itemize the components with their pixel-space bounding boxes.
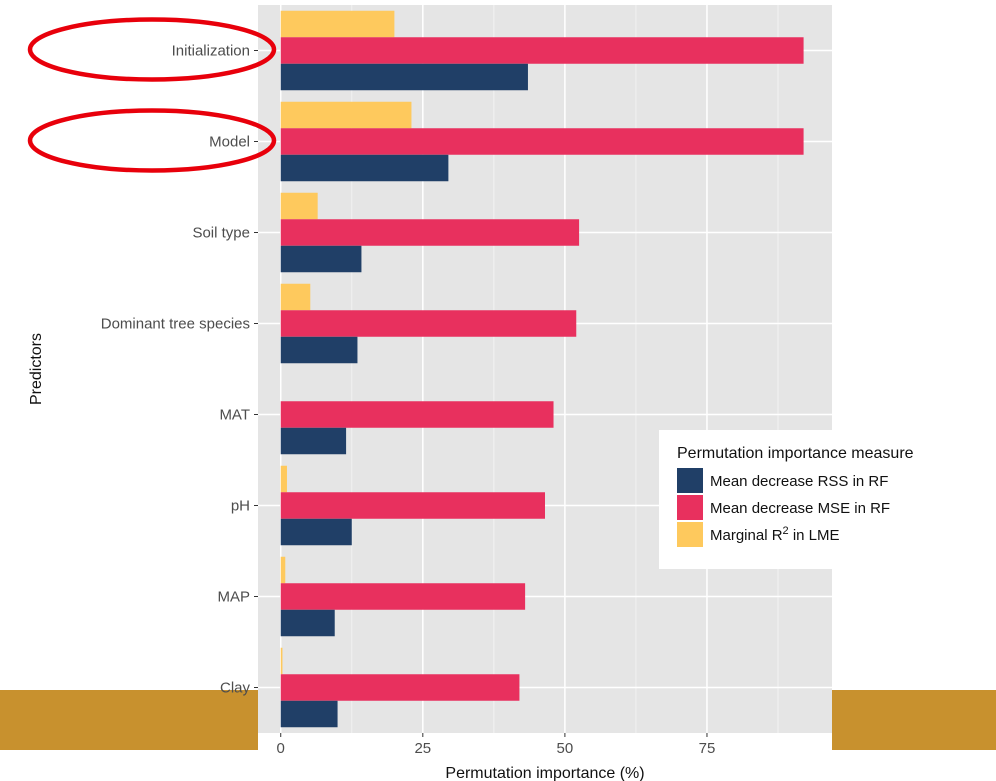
bar-soil-type-mean-decrease-rss-in-rf [280, 245, 362, 273]
footer-band-left [0, 690, 258, 750]
x-tick-label: 75 [699, 740, 716, 757]
highlight-annotations [27, 17, 277, 173]
bar-map-mean-decrease-mse-in-rf [280, 583, 526, 610]
bar-initialization-marginal-r-in-lme [280, 10, 395, 38]
bar-mat-mean-decrease-rss-in-rf [280, 427, 347, 455]
x-axis: 0 25 50 75 [277, 733, 716, 757]
bar-soil-type-mean-decrease-mse-in-rf [280, 219, 580, 246]
bar-ph-mean-decrease-mse-in-rf [280, 492, 545, 519]
bar-dominant-tree-species-mean-decrease-mse-in-rf [280, 310, 577, 337]
bar-clay-mean-decrease-mse-in-rf [280, 674, 520, 701]
footer-band-right [832, 690, 996, 750]
bar-initialization-mean-decrease-rss-in-rf [280, 63, 528, 91]
legend-label-marginal-r-in-lme: Marginal R2 in LME [710, 525, 840, 544]
bar-ph-mean-decrease-rss-in-rf [280, 518, 352, 546]
bar-dominant-tree-species-marginal-r-in-lme [280, 283, 311, 311]
bar-model-marginal-r-in-lme [280, 101, 412, 129]
bar-map-mean-decrease-rss-in-rf [280, 609, 335, 637]
x-tick-label: 50 [557, 740, 574, 757]
y-tick-label: Initialization [172, 43, 250, 60]
y-axis: Initialization Model Soil type Dominant tre… [101, 43, 258, 697]
y-tick-label: Clay [220, 680, 251, 697]
bar-soil-type-marginal-r-in-lme [280, 192, 318, 220]
x-tick-label: 0 [277, 740, 285, 757]
legend: Permutation importance measure Mean decr… [659, 430, 996, 569]
bar-model-mean-decrease-mse-in-rf [280, 128, 804, 155]
legend-key-mean-decrease-mse-in-rf [677, 495, 703, 520]
y-axis-title: Predictors [28, 333, 45, 405]
x-axis-title: Permutation importance (%) [445, 765, 644, 781]
x-tick-label: 25 [414, 740, 431, 757]
y-tick-label: MAP [217, 589, 250, 606]
y-tick-label: Model [209, 134, 250, 151]
bar-mat-mean-decrease-mse-in-rf [280, 401, 554, 428]
highlight-ellipse-initialization [27, 17, 277, 82]
bar-dominant-tree-species-mean-decrease-rss-in-rf [280, 336, 358, 364]
y-tick-label: MAT [219, 407, 250, 424]
y-tick-label: Dominant tree species [101, 316, 250, 333]
bar-clay-mean-decrease-rss-in-rf [280, 700, 338, 728]
legend-label-mean-decrease-rss-in-rf: Mean decrease RSS in RF [710, 473, 888, 490]
bar-map-marginal-r-in-lme [280, 556, 286, 584]
highlight-ellipse-model [27, 108, 277, 173]
legend-title: Permutation importance measure [677, 445, 914, 462]
bar-initialization-mean-decrease-mse-in-rf [280, 37, 804, 64]
legend-items: Mean decrease RSS in RF Mean decrease MSE… [677, 468, 890, 547]
bar-model-mean-decrease-rss-in-rf [280, 154, 449, 182]
bar-ph-marginal-r-in-lme [280, 465, 287, 493]
legend-label-mean-decrease-mse-in-rf: Mean decrease MSE in RF [710, 500, 890, 517]
legend-key-mean-decrease-rss-in-rf [677, 468, 703, 493]
legend-key-marginal-r-in-lme [677, 522, 703, 547]
legend-background [659, 430, 996, 569]
y-tick-label: Soil type [192, 225, 250, 242]
bars [280, 10, 804, 728]
y-tick-label: pH [231, 498, 250, 515]
bar-clay-marginal-r-in-lme [280, 647, 283, 675]
